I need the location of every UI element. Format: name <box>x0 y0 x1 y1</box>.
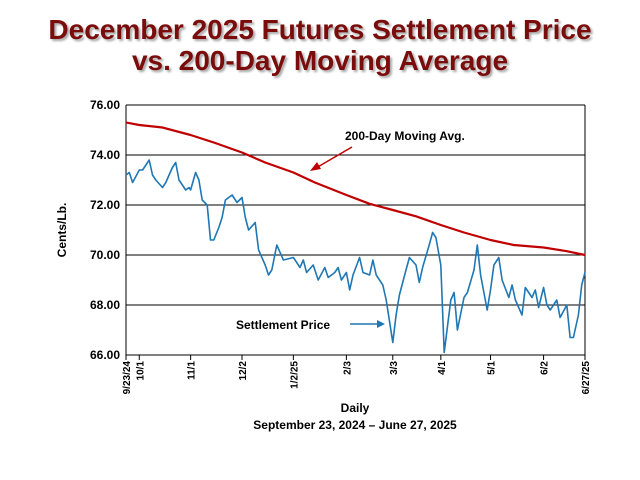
axis-layer: 66.00 68.00 70.00 72.00 74.00 76.00 9/23/24 10/… <box>90 98 592 394</box>
chart-title-line-2: vs. 200-Day Moving Average <box>131 45 509 76</box>
x-tick-label: 12/2 <box>238 361 249 381</box>
x-tick-label: 5/1 <box>487 361 498 375</box>
x-tick-label: 3/3 <box>389 361 400 375</box>
series-line-settlement <box>125 159 586 354</box>
y-tick-label: 74.00 <box>90 148 120 162</box>
chart-title: December 2025 Futures Settlement Price v… <box>0 14 640 76</box>
x-tick-label: 6/2 <box>540 361 551 375</box>
annotation-arrow-moving-avg <box>315 146 353 169</box>
x-tick-label: 6/27/25 <box>581 361 592 395</box>
series-line-moving_avg <box>125 121 586 257</box>
label-layer: 200-Day Moving Avg. Settlement Price <box>236 129 465 332</box>
y-tick-label: 76.00 <box>90 98 120 112</box>
x-tick-label: 1/2/25 <box>289 361 300 389</box>
x-axis-subtitle: September 23, 2024 – June 27, 2025 <box>253 418 457 432</box>
x-tick-label: 2/3 <box>342 361 353 375</box>
annotation-moving-avg: 200-Day Moving Avg. <box>345 129 465 143</box>
chart-title-line-1: December 2025 Futures Settlement Price <box>48 14 592 45</box>
grid-layer <box>126 104 585 356</box>
y-axis-label: Cents/Lb. <box>55 203 69 258</box>
y-tick-label: 68.00 <box>90 298 120 312</box>
x-tick-label: 10/1 <box>135 361 146 381</box>
x-tick-label: 9/23/24 <box>122 361 133 395</box>
y-tick-label: 72.00 <box>90 198 120 212</box>
y-tick-label: 70.00 <box>90 248 120 262</box>
annotation-arrowhead-moving-avg <box>310 162 321 171</box>
x-tick-label: 4/1 <box>437 361 448 375</box>
y-tick-label: 66.00 <box>90 348 120 362</box>
x-tick-label: 11/1 <box>187 361 198 380</box>
annotation-arrowhead-settlement <box>377 320 385 328</box>
series-layer <box>125 121 586 354</box>
annotation-settlement: Settlement Price <box>236 318 330 332</box>
x-axis-label: Daily <box>341 401 370 415</box>
